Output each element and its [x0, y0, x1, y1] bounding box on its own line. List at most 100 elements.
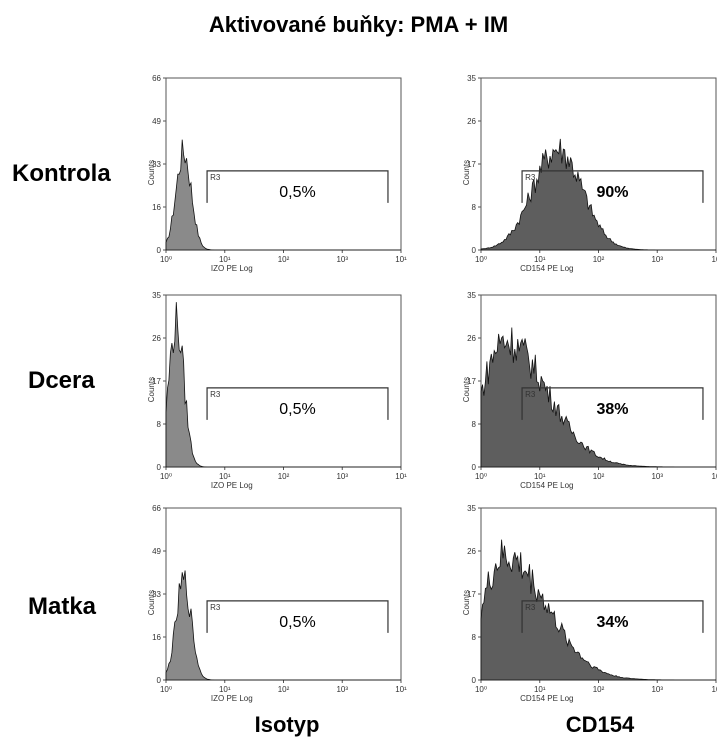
- x-axis-label: CD154 PE Log: [520, 481, 573, 490]
- y-tick-label: 33: [152, 590, 161, 599]
- y-tick-label: 66: [152, 74, 161, 83]
- y-tick-label: 8: [472, 633, 477, 642]
- y-axis-label: Counts: [147, 590, 156, 615]
- y-tick-label: 49: [152, 117, 161, 126]
- y-tick-label: 26: [467, 334, 476, 343]
- y-tick-label: 0: [157, 246, 162, 255]
- x-tick-label: 10¹: [219, 685, 231, 694]
- gate-marker: [521, 170, 704, 203]
- x-tick-label: 10: [712, 685, 717, 694]
- y-axis-label: Counts: [462, 377, 471, 402]
- column-label-isotyp: Isotyp: [254, 712, 320, 737]
- x-tick-label: 10⁰: [160, 472, 172, 481]
- y-tick-label: 0: [157, 463, 162, 472]
- gate-percent-label: 38%: [596, 401, 628, 418]
- x-tick-label: 10¹: [219, 472, 231, 481]
- y-tick-label: 66: [152, 504, 161, 513]
- x-axis-label: IZO PE Log: [211, 264, 253, 273]
- gate-marker: [206, 170, 389, 203]
- plot-frame: [165, 294, 402, 468]
- y-tick-label: 35: [467, 291, 476, 300]
- x-tick-label: 10²: [278, 472, 290, 481]
- histogram-series: [165, 570, 401, 681]
- column-label-cd154: CD154: [565, 712, 635, 737]
- gate-percent-label: 0,5%: [279, 401, 315, 418]
- y-tick-label: 8: [157, 420, 162, 429]
- x-tick-label: 10⁰: [475, 472, 487, 481]
- gate-percent-label: 0,5%: [279, 184, 315, 201]
- y-tick-label: 35: [467, 504, 476, 513]
- y-axis-label: Counts: [147, 377, 156, 402]
- y-tick-label: 0: [472, 463, 477, 472]
- x-tick-label: 10: [712, 472, 717, 481]
- x-tick-label: 10³: [651, 255, 663, 264]
- x-tick-label: 10⁰: [475, 685, 487, 694]
- histogram-series: [165, 302, 401, 468]
- y-tick-label: 17: [467, 377, 476, 386]
- x-tick-label: 10²: [593, 255, 605, 264]
- gate-label: R3: [210, 173, 221, 182]
- x-axis-label: CD154 PE Log: [520, 264, 573, 273]
- x-tick-label: 10: [712, 255, 717, 264]
- y-tick-label: 26: [467, 547, 476, 556]
- gate-label: R3: [210, 390, 221, 399]
- gate-label: R3: [525, 603, 536, 612]
- histogram-matka-cd154: 0 8 17 26 35 10⁰ 10¹ 10² 10³ 10 CD154 PE Log Counts…: [462, 504, 717, 703]
- y-tick-label: 49: [152, 547, 161, 556]
- histogram-kontrola-cd154: 0 8 17 26 35 10⁰ 10¹ 10² 10³ 10 CD154 PE Log Counts…: [462, 74, 717, 273]
- x-tick-label: 10¹: [395, 255, 407, 264]
- y-tick-label: 8: [472, 420, 477, 429]
- y-tick-label: 35: [152, 291, 161, 300]
- x-tick-label: 10³: [336, 685, 348, 694]
- x-tick-label: 10¹: [534, 472, 546, 481]
- x-axis-label: CD154 PE Log: [520, 694, 573, 703]
- x-tick-label: 10³: [336, 472, 348, 481]
- x-tick-label: 10¹: [395, 685, 407, 694]
- x-tick-label: 10²: [278, 685, 290, 694]
- x-axis-label: IZO PE Log: [211, 481, 253, 490]
- histogram-series: [480, 138, 716, 251]
- y-tick-label: 0: [472, 246, 477, 255]
- histogram-series: [480, 539, 716, 681]
- x-tick-label: 10³: [651, 685, 663, 694]
- gate-marker: [206, 387, 389, 420]
- y-tick-label: 17: [467, 160, 476, 169]
- histogram-dcera-cd154: 0 8 17 26 35 10⁰ 10¹ 10² 10³ 10 CD154 PE Log Counts…: [462, 291, 717, 490]
- x-tick-label: 10¹: [395, 472, 407, 481]
- y-tick-label: 16: [152, 203, 161, 212]
- gate-label: R3: [525, 173, 536, 182]
- histogram-series: [165, 139, 401, 251]
- y-tick-label: 16: [152, 633, 161, 642]
- row-label-kontrola: Kontrola: [12, 160, 111, 187]
- figure-title: Aktivované buňky: PMA + IM: [208, 12, 509, 37]
- x-tick-label: 10¹: [534, 685, 546, 694]
- y-tick-label: 8: [472, 203, 477, 212]
- y-axis-label: Counts: [462, 590, 471, 615]
- x-tick-label: 10²: [278, 255, 290, 264]
- gate-percent-label: 34%: [596, 614, 628, 631]
- gate-percent-label: 90%: [596, 184, 628, 201]
- x-tick-label: 10¹: [219, 255, 231, 264]
- gate-label: R3: [210, 603, 221, 612]
- x-tick-label: 10⁰: [475, 255, 487, 264]
- plot-frame: [165, 77, 402, 251]
- y-tick-label: 0: [472, 676, 477, 685]
- y-axis-label: Counts: [147, 160, 156, 185]
- y-tick-label: 0: [157, 676, 162, 685]
- x-tick-label: 10³: [336, 255, 348, 264]
- histogram-series: [480, 327, 716, 468]
- y-axis-label: Counts: [462, 160, 471, 185]
- row-label-dcera: Dcera: [28, 367, 95, 394]
- gate-marker: [521, 387, 704, 420]
- y-tick-label: 33: [152, 160, 161, 169]
- gate-marker: [206, 600, 389, 633]
- x-tick-label: 10²: [593, 472, 605, 481]
- x-tick-label: 10³: [651, 472, 663, 481]
- y-tick-label: 26: [467, 117, 476, 126]
- gate-percent-label: 0,5%: [279, 614, 315, 631]
- y-tick-label: 35: [467, 74, 476, 83]
- gate-marker: [521, 600, 704, 633]
